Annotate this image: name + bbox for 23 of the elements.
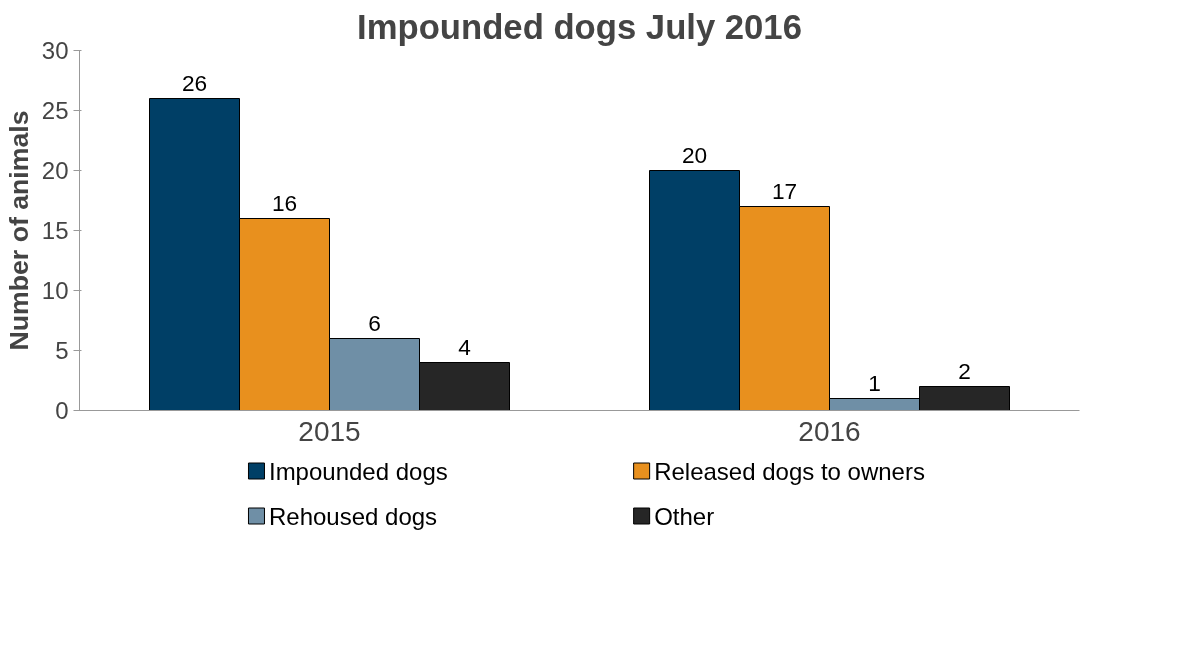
y-tick-label: 15 <box>41 217 69 244</box>
data-label: 4 <box>458 334 471 361</box>
y-tick-label: 30 <box>41 37 69 64</box>
chart-title: Impounded dogs July 2016 <box>357 7 802 46</box>
data-label: 26 <box>181 70 208 97</box>
x-tick-label: 2015 <box>298 415 361 447</box>
y-tick-label: 5 <box>55 337 69 364</box>
y-axis-title: Number of animals <box>3 110 34 351</box>
x-tick-label: 2016 <box>798 415 861 447</box>
legend-label: Released dogs to owners <box>654 457 925 485</box>
data-label: 2 <box>958 358 971 385</box>
data-label: 6 <box>368 310 381 337</box>
data-label: 1 <box>868 370 881 397</box>
data-label: 17 <box>771 178 798 205</box>
legend-label: Rehoused dogs <box>268 502 438 530</box>
data-label: 20 <box>681 142 708 169</box>
y-tick-label: 20 <box>41 157 69 184</box>
data-label: 16 <box>271 190 298 217</box>
legend-label: Impounded dogs <box>268 457 448 485</box>
legend-label: Other <box>654 502 715 530</box>
y-tick-label: 10 <box>41 277 69 304</box>
y-tick-label: 0 <box>55 397 69 424</box>
y-tick-label: 25 <box>41 97 69 124</box>
